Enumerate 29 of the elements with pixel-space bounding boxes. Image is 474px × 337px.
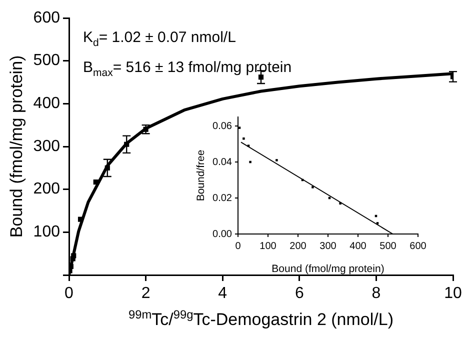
x-tick-label: 4 (218, 285, 228, 302)
x-tick-label: 10 (444, 285, 462, 302)
x-tick-label: 300 (320, 240, 337, 252)
x-tick-label: 500 (380, 240, 397, 252)
y-tick-label: 0.02 (212, 192, 232, 204)
y-axis-title: Bound/free (195, 150, 207, 202)
y-tick-label: 0.04 (212, 156, 232, 168)
y-tick-label: 400 (33, 95, 60, 112)
x-tick-label: 400 (350, 240, 367, 252)
x-tick-label: 600 (410, 240, 427, 252)
x-axis-title: Bound (fmol/mg protein) (272, 263, 384, 275)
y-tick-label: 200 (33, 180, 60, 198)
point (93, 180, 98, 185)
x-tick-label: 200 (290, 240, 307, 252)
y-tick-label: 600 (33, 9, 60, 26)
x-tick-label: 0 (64, 285, 74, 302)
x-tick-label: 8 (372, 285, 381, 302)
x-tick-label: 0 (235, 240, 242, 252)
y-tick-label: 0.00 (212, 228, 232, 240)
x-tick-label: 2 (141, 285, 150, 302)
point (71, 253, 76, 258)
point (78, 216, 84, 222)
x-tick-label: 6 (294, 285, 304, 302)
x-tick-label: 100 (260, 240, 277, 252)
y-tick-label: 0.06 (212, 120, 232, 132)
y-tick-label: 300 (33, 138, 60, 155)
y-tick-label: 100 (33, 224, 60, 241)
y-tick-label: 500 (33, 52, 60, 70)
y-axis-title: Bound (fmol/mg protein) (7, 55, 26, 238)
